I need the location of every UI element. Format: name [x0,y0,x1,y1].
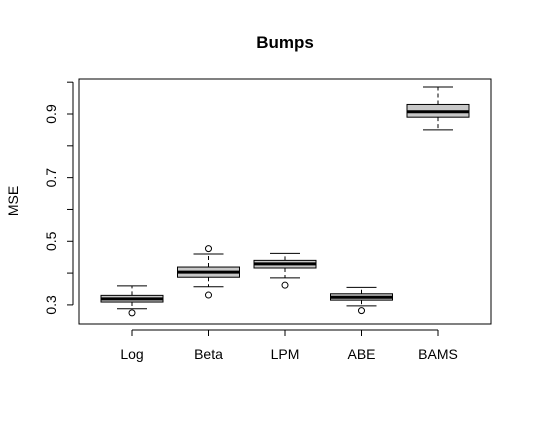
outlier-point [281,281,289,289]
box-group-beta [177,245,240,299]
outlier-point [358,307,365,315]
outlier-point [128,309,136,317]
box-group-abe [330,286,393,315]
chart-title: Bumps [256,33,314,52]
x-axis: Log Beta LPM ABE BAMS [120,329,458,362]
box-group-bams [406,86,470,131]
x-tick-label: BAMS [418,346,458,362]
y-tick-label: 0.7 [43,168,59,188]
y-tick-label: 0.9 [43,104,59,124]
x-tick-label: ABE [347,346,375,362]
plot-frame [78,78,492,325]
x-tick-label: LPM [271,346,300,362]
y-tick-label: 0.5 [43,231,59,251]
box-group-log [100,285,164,317]
x-tick-label: Beta [194,346,223,362]
box-group-lpm [253,252,317,289]
y-axis: 0.3 0.5 0.7 0.9 [43,81,74,315]
y-tick-label: 0.3 [43,295,59,315]
y-axis-label: MSE [5,186,21,216]
boxes-layer [100,86,470,317]
x-tick-label: Log [120,346,143,362]
outlier-point [205,245,212,253]
outlier-point [205,291,212,299]
